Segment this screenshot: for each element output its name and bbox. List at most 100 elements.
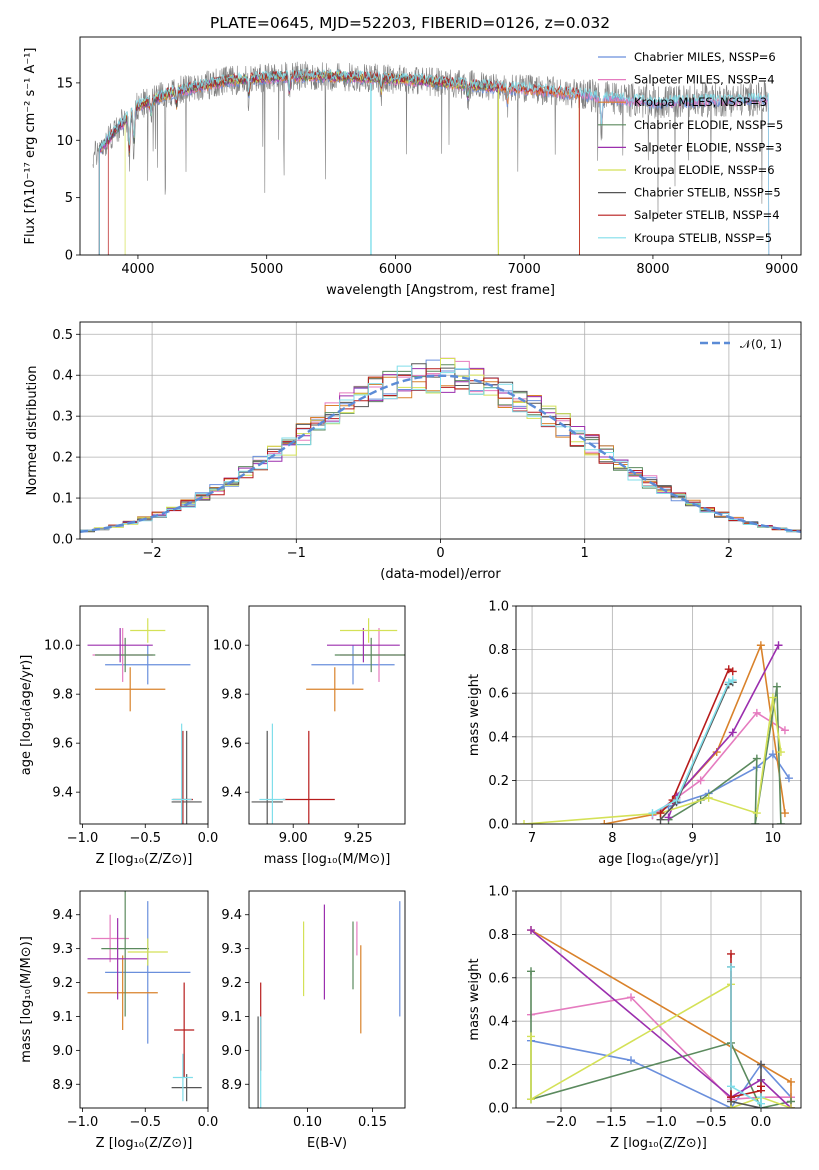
legend-label: Chabrier MILES, NSSP=6 <box>634 50 776 64</box>
x-tick-label: 9 <box>688 831 696 846</box>
x-tick-label: −0.5 <box>129 831 161 846</box>
plus-marker <box>757 1093 765 1102</box>
y-tick-label: 0.2 <box>488 774 509 789</box>
plus-marker <box>520 820 529 824</box>
x-tick-label: 10 <box>765 831 782 846</box>
plus-marker <box>727 1082 735 1091</box>
legend-label: Chabrier STELIB, NSSP=5 <box>634 186 781 200</box>
plus-marker <box>627 1056 635 1065</box>
legend-label: Salpeter STELIB, NSSP=4 <box>634 208 780 222</box>
legend-label: Kroupa ELODIE, NSSP=6 <box>634 163 775 177</box>
mass-weight-line <box>668 686 782 824</box>
plot-area-3 <box>87 618 202 824</box>
legend-label: Salpeter MILES, NSSP=4 <box>634 73 775 87</box>
x-tick-label: −1.0 <box>67 831 99 846</box>
plus-marker <box>728 728 737 737</box>
x-tick-label: −1 <box>287 546 306 561</box>
panel-8 <box>512 890 802 1112</box>
x-tick-label: 4000 <box>121 262 154 277</box>
y-tick-label: 9.3 <box>52 942 73 957</box>
mass-weight-line <box>659 668 734 814</box>
plot-area-6 <box>87 891 202 1102</box>
plus-marker <box>727 949 735 958</box>
panel-5 <box>512 605 802 828</box>
x-tick-label: −0.5 <box>695 1115 727 1130</box>
y-tick-label: 10.0 <box>44 639 73 654</box>
plus-marker <box>527 1095 535 1104</box>
plus-marker <box>600 820 609 824</box>
plus-marker <box>752 708 761 717</box>
panel-2 <box>76 321 802 543</box>
panel-7 <box>245 890 406 1112</box>
x-tick-label: −2.0 <box>545 1115 577 1130</box>
y-tick-label: 0.2 <box>52 451 73 466</box>
model-spectrum-line <box>98 71 499 255</box>
plus-marker <box>757 1082 765 1091</box>
x-axis-label: age [log₁₀(age/yr)] <box>598 852 719 867</box>
y-axis-label: Normed distribution <box>25 366 40 496</box>
x-tick-label: −0.5 <box>129 1115 161 1130</box>
axes-frame <box>515 605 802 825</box>
plus-marker <box>728 667 737 676</box>
model-spectrum-line <box>98 68 770 255</box>
y-tick-label: 8.9 <box>52 1078 73 1093</box>
plus-marker <box>780 726 789 735</box>
x-axis-label: Z [log₁₀(Z/Z⊙)] <box>96 852 193 867</box>
mass-weight-line <box>523 697 782 824</box>
x-tick-label: 0.0 <box>751 1115 772 1130</box>
x-tick-label: 6000 <box>379 262 412 277</box>
y-tick-label: 0.8 <box>488 643 509 658</box>
y-tick-label: 9.6 <box>221 737 242 752</box>
x-tick-label: 0.10 <box>293 1115 322 1130</box>
legend-label: 𝒩(0, 1) <box>740 337 782 351</box>
y-tick-label: 9.2 <box>52 976 73 991</box>
x-axis-label: E(B-V) <box>307 1136 347 1151</box>
normal-curve <box>80 374 801 533</box>
x-tick-label: 7 <box>528 831 536 846</box>
y-tick-label: 9.8 <box>52 688 73 703</box>
y-tick-label: 0.6 <box>488 971 509 986</box>
mass-weight-line <box>604 642 786 824</box>
x-tick-label: 5000 <box>250 262 283 277</box>
plus-marker <box>757 1060 765 1069</box>
legend <box>598 56 626 239</box>
legend-label: Salpeter ELODIE, NSSP=3 <box>634 140 782 154</box>
x-tick-label: 0.15 <box>358 1115 387 1130</box>
y-tick-label: 5 <box>65 191 73 206</box>
x-tick-label: 0.0 <box>198 831 219 846</box>
axes-frame <box>79 36 802 256</box>
y-tick-label: 1.0 <box>488 600 509 615</box>
plus-marker <box>768 693 777 702</box>
mass-weight-line <box>659 681 734 821</box>
y-tick-label: 9.6 <box>52 737 73 752</box>
y-tick-label: 10 <box>56 134 73 149</box>
y-tick-label: 0.6 <box>488 687 509 702</box>
y-tick-label: 9.4 <box>52 908 73 923</box>
plus-marker <box>527 1032 535 1041</box>
y-tick-label: 0.8 <box>488 928 509 943</box>
y-axis-label: Flux [fλ10⁻¹⁷ erg cm⁻² s⁻¹ A⁻¹] <box>23 48 38 245</box>
x-axis-label: Z [log₁₀(Z/Z⊙)] <box>610 1136 707 1151</box>
legend-label: Kroupa MILES, NSSP=3 <box>634 95 767 109</box>
plot-area-2 <box>80 357 801 533</box>
model-spectrum-line <box>107 69 580 255</box>
plus-marker <box>751 820 760 824</box>
x-tick-label: 1 <box>581 546 589 561</box>
axes-frame <box>515 890 802 1109</box>
y-axis-label: mass [log₁₀(M/M⊙)] <box>19 936 34 1063</box>
plus-marker <box>784 774 793 783</box>
y-tick-label: 15 <box>56 76 73 91</box>
plus-marker <box>696 776 705 785</box>
plot-area-4 <box>251 618 405 824</box>
plus-marker <box>752 754 761 763</box>
y-tick-label: 9.2 <box>221 976 242 991</box>
x-tick-label: 8000 <box>636 262 669 277</box>
x-axis-label: (data-model)/error <box>380 567 501 582</box>
y-tick-label: 9.4 <box>221 786 242 801</box>
plus-marker <box>627 993 635 1002</box>
plot-area-1 <box>92 61 770 255</box>
y-axis-label: mass weight <box>467 958 482 1040</box>
axes-frame <box>248 605 406 825</box>
plus-marker <box>728 676 737 685</box>
